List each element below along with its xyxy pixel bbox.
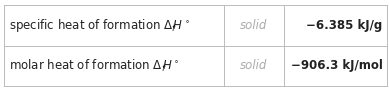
Text: solid: solid — [240, 19, 268, 32]
Text: −906.3 kJ/mol: −906.3 kJ/mol — [291, 59, 382, 72]
Text: specific heat of formation $\Delta_f\!H^\circ$: specific heat of formation $\Delta_f\!H^… — [9, 17, 189, 34]
Text: solid: solid — [240, 59, 268, 72]
Text: −6.385 kJ/g: −6.385 kJ/g — [306, 19, 382, 32]
Text: molar heat of formation $\Delta_f\!H^\circ$: molar heat of formation $\Delta_f\!H^\ci… — [9, 58, 179, 74]
